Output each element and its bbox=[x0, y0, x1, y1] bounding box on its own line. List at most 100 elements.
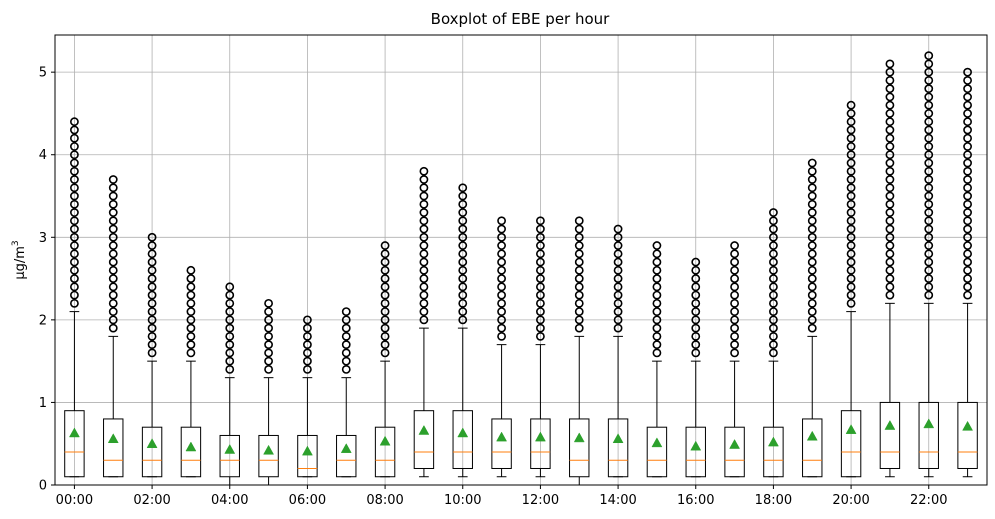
flier-point bbox=[924, 133, 934, 143]
x-tick-label: 18:00 bbox=[755, 493, 792, 508]
flier-point bbox=[536, 224, 545, 234]
flier-point bbox=[691, 323, 701, 333]
flier-point bbox=[536, 290, 545, 300]
flier-point bbox=[885, 265, 895, 275]
flier-point bbox=[70, 216, 79, 226]
flier-point bbox=[924, 232, 934, 242]
box-21:00 bbox=[879, 59, 901, 478]
flier-point bbox=[613, 290, 623, 300]
box-03:00 bbox=[180, 265, 202, 478]
flier-point bbox=[303, 315, 312, 325]
flier-point bbox=[225, 365, 235, 374]
flier-point bbox=[70, 133, 79, 143]
flier-point bbox=[497, 241, 506, 250]
flier-point bbox=[225, 290, 235, 300]
flier-point bbox=[807, 257, 817, 267]
box-09:00 bbox=[413, 166, 435, 478]
flier-point bbox=[691, 265, 701, 275]
flier-point bbox=[885, 199, 895, 209]
iqr-box bbox=[141, 426, 163, 478]
flier-point bbox=[186, 282, 196, 292]
flier-point bbox=[691, 307, 701, 317]
mean-marker bbox=[185, 441, 197, 452]
flier-point bbox=[885, 282, 895, 292]
flier-point bbox=[613, 232, 623, 242]
flier-point bbox=[380, 241, 390, 250]
flier-point bbox=[341, 331, 351, 341]
iqr-box bbox=[64, 410, 85, 478]
flier-point bbox=[497, 298, 506, 308]
flier-point bbox=[924, 175, 934, 184]
flier-point bbox=[730, 307, 739, 317]
flier-point bbox=[574, 249, 584, 259]
y-tick-label: 4 bbox=[39, 148, 47, 163]
flier-point bbox=[885, 183, 895, 193]
flier-point bbox=[769, 257, 778, 267]
flier-point bbox=[885, 67, 895, 77]
box-05:00 bbox=[258, 298, 279, 486]
box-22:00 bbox=[918, 51, 939, 478]
flier-point bbox=[885, 150, 895, 160]
flier-point bbox=[691, 348, 701, 358]
flier-point bbox=[885, 166, 895, 176]
flier-point bbox=[574, 232, 584, 242]
iqr-box bbox=[802, 418, 823, 478]
x-tick-label: 20:00 bbox=[832, 493, 869, 508]
flier-point bbox=[807, 315, 817, 325]
flier-point bbox=[419, 208, 429, 217]
flier-point bbox=[885, 290, 895, 300]
flier-point bbox=[924, 158, 934, 168]
flier-point bbox=[419, 232, 429, 242]
flier-point bbox=[458, 208, 468, 217]
x-tick-label: 10:00 bbox=[444, 493, 481, 508]
flier-point bbox=[807, 265, 817, 275]
flier-point bbox=[885, 158, 895, 168]
x-tick-label: 08:00 bbox=[366, 493, 403, 508]
flier-point bbox=[419, 166, 429, 176]
flier-point bbox=[963, 133, 972, 143]
flier-point bbox=[147, 307, 157, 317]
iqr-box bbox=[569, 418, 590, 478]
flier-point bbox=[846, 257, 856, 267]
flier-point bbox=[924, 216, 934, 226]
mean-marker bbox=[301, 445, 313, 456]
flier-point bbox=[147, 274, 157, 283]
flier-point bbox=[574, 298, 584, 308]
flier-point bbox=[186, 265, 196, 275]
flier-point bbox=[807, 298, 817, 308]
flier-point bbox=[846, 133, 856, 143]
flier-point bbox=[70, 232, 79, 242]
flier-point bbox=[924, 92, 934, 102]
flier-point bbox=[147, 282, 157, 292]
flier-point bbox=[769, 290, 778, 300]
flier-point bbox=[70, 249, 79, 259]
flier-point bbox=[70, 274, 79, 283]
flier-point bbox=[108, 323, 118, 333]
flier-point bbox=[341, 340, 351, 350]
flier-point bbox=[963, 142, 972, 151]
flier-point bbox=[846, 142, 856, 151]
flier-point bbox=[924, 117, 934, 127]
y-axis: 0 1 2 3 4 5 bbox=[39, 66, 55, 494]
mean-marker bbox=[418, 424, 430, 435]
flier-point bbox=[691, 257, 701, 267]
flier-point bbox=[419, 315, 429, 325]
flier-point bbox=[419, 282, 429, 292]
flier-point bbox=[807, 249, 817, 259]
iqr-box bbox=[607, 418, 629, 478]
flier-point bbox=[963, 183, 972, 193]
iqr-box bbox=[724, 426, 745, 478]
flier-point bbox=[419, 298, 429, 308]
flier-point bbox=[264, 307, 273, 317]
flier-point bbox=[70, 166, 79, 176]
flier-point bbox=[846, 282, 856, 292]
flier-point bbox=[846, 265, 856, 275]
x-axis: 00:00 02:00 04:00 06:00 08:00 10:00 12:00 14:00… bbox=[56, 485, 947, 508]
mean-marker bbox=[962, 420, 974, 431]
flier-point bbox=[924, 265, 934, 275]
iqr-box bbox=[180, 426, 202, 478]
flier-point bbox=[147, 241, 157, 250]
flier-point bbox=[303, 331, 312, 341]
flier-point bbox=[264, 298, 273, 308]
flier-point bbox=[108, 232, 118, 242]
